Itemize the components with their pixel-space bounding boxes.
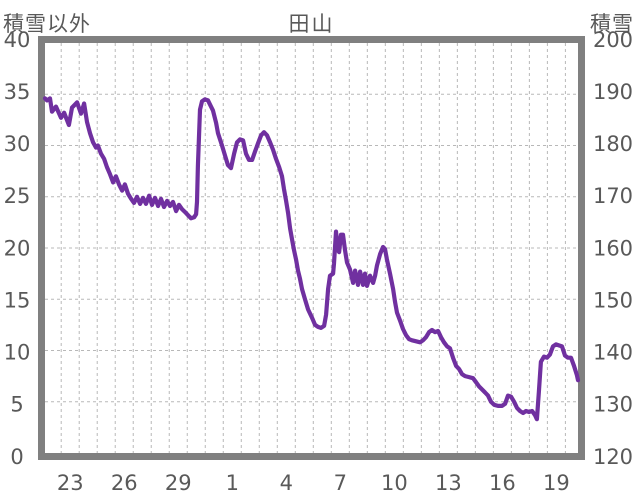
left-tick-label: 25 <box>4 184 31 208</box>
left-tick-label: 20 <box>4 236 31 260</box>
x-tick-label: 13 <box>435 471 462 495</box>
x-tick-label: 4 <box>280 471 293 495</box>
right-tick-label: 160 <box>593 236 633 260</box>
x-tick-label: 1 <box>226 471 239 495</box>
right-tick-label: 170 <box>593 184 633 208</box>
x-tick-label: 26 <box>111 471 138 495</box>
x-tick-label: 16 <box>489 471 516 495</box>
left-axis-title: 積雪以外 <box>3 12 91 36</box>
left-tick-label: 5 <box>10 393 23 417</box>
left-tick-label: 10 <box>4 341 31 365</box>
right-tick-label: 150 <box>593 288 633 312</box>
chart-title: 田山 <box>288 12 335 36</box>
right-tick-label: 130 <box>593 393 633 417</box>
left-tick-label: 0 <box>10 445 23 469</box>
plot-border <box>38 36 585 460</box>
x-tick-label: 29 <box>165 471 192 495</box>
x-tick-label: 7 <box>334 471 347 495</box>
left-tick-label: 40 <box>4 28 31 52</box>
left-tick-label: 30 <box>4 132 31 156</box>
right-tick-label: 140 <box>593 341 633 365</box>
x-tick-label: 10 <box>381 471 408 495</box>
right-tick-label: 190 <box>593 80 633 104</box>
right-tick-label: 200 <box>593 28 633 52</box>
right-axis-title: 積雪 <box>590 12 634 36</box>
right-tick-label: 120 <box>593 445 633 469</box>
left-tick-label: 35 <box>4 80 31 104</box>
x-tick-label: 23 <box>57 471 84 495</box>
snow-depth-line <box>42 96 581 422</box>
right-tick-label: 180 <box>593 132 633 156</box>
x-tick-label: 19 <box>543 471 570 495</box>
left-tick-label: 15 <box>4 288 31 312</box>
